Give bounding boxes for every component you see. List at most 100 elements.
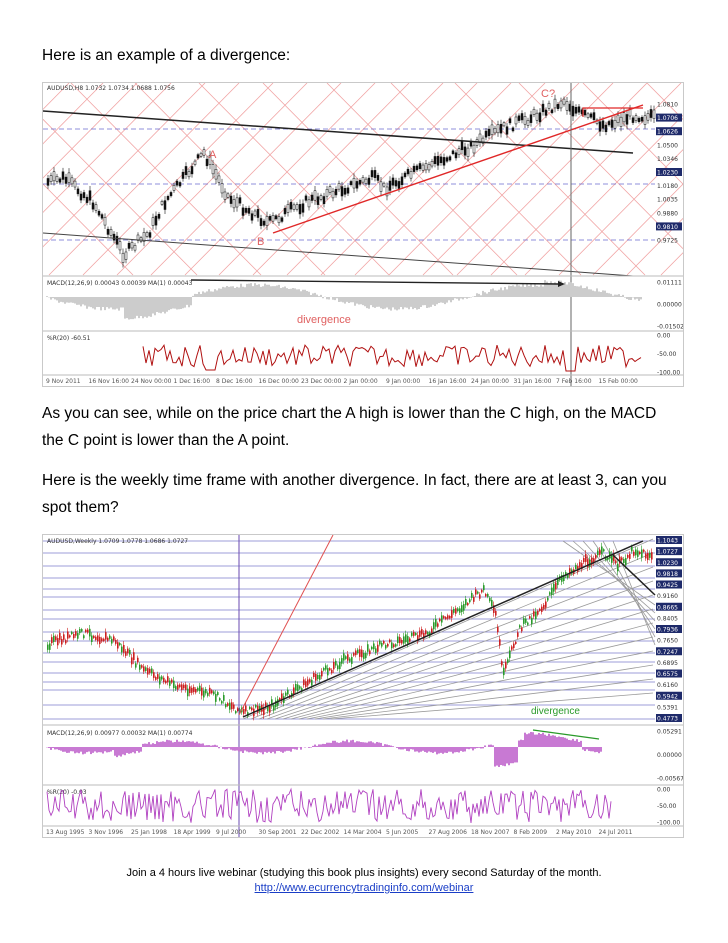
price-label: 1.0626 — [657, 129, 678, 136]
candle — [118, 241, 122, 251]
candle — [625, 114, 629, 125]
candle — [250, 213, 254, 221]
candle — [169, 680, 171, 686]
webinar-link[interactable]: http://www.ecurrencytradinginfo.com/webi… — [254, 882, 474, 894]
candle — [619, 556, 621, 564]
candle — [129, 649, 131, 655]
date-label: 18 Apr 1999 — [174, 829, 211, 836]
candle — [130, 241, 134, 249]
candle — [249, 706, 251, 709]
price-label: 0.8405 — [657, 615, 678, 622]
candle — [121, 252, 125, 263]
candle — [635, 549, 637, 556]
candle — [373, 170, 377, 178]
candle — [443, 616, 445, 619]
price-label: 0.7650 — [657, 638, 678, 645]
candle — [442, 157, 446, 166]
chart-audusd-weekly-svg: AUDUSD,Weekly 1.0709 1.0778 1.0686 1.072… — [43, 535, 683, 837]
candle — [457, 608, 459, 612]
candle — [551, 587, 553, 595]
candle — [265, 216, 269, 226]
candle — [181, 684, 183, 690]
label-a: A — [209, 149, 217, 161]
candle — [517, 115, 521, 121]
candle — [286, 204, 290, 213]
candle — [223, 695, 225, 701]
date-label: 3 Nov 1996 — [89, 829, 124, 836]
gann-line-down — [326, 83, 518, 276]
candle — [405, 634, 407, 643]
candle — [190, 166, 194, 175]
candle — [325, 189, 329, 197]
candle — [631, 546, 633, 552]
candle — [160, 200, 164, 205]
price-label: 0.9810 — [657, 224, 678, 231]
date-label: 16 Nov 16:00 — [89, 378, 130, 385]
gann-line-down — [43, 118, 198, 276]
candle — [553, 583, 555, 592]
candle — [339, 661, 341, 670]
price-label: 0.9880 — [657, 210, 678, 217]
candle — [539, 608, 541, 611]
main-uptrend — [242, 540, 644, 718]
candle — [241, 207, 245, 216]
gann-line — [43, 83, 206, 248]
wpr-line — [46, 787, 612, 824]
price-label: 0.05291 — [657, 729, 682, 736]
fan-line — [242, 538, 654, 720]
candle — [227, 703, 229, 706]
wpr-line — [142, 343, 642, 372]
candle — [349, 658, 351, 662]
candle — [533, 611, 535, 617]
candle — [395, 644, 397, 647]
candle — [103, 638, 105, 642]
candle — [646, 113, 650, 121]
fan-line — [282, 608, 654, 720]
candle — [123, 645, 125, 653]
gann-line — [218, 83, 410, 276]
fan-line — [314, 664, 654, 720]
candle — [313, 190, 317, 201]
candle — [449, 615, 451, 619]
footer-text: Join a 4 hours live webinar (studying th… — [126, 867, 602, 879]
date-label: 9 Jul 2000 — [216, 829, 246, 836]
candle — [525, 618, 527, 623]
gann-line — [43, 83, 104, 145]
price-label: 1.0035 — [657, 197, 678, 204]
candle — [333, 662, 335, 670]
candle — [245, 705, 247, 712]
candle — [199, 685, 201, 692]
candle — [292, 204, 296, 210]
candle — [205, 689, 207, 694]
candle — [473, 597, 475, 602]
fan-line-down — [572, 540, 656, 614]
candle — [417, 635, 419, 642]
candle — [537, 611, 539, 615]
price-label: 0.8665 — [657, 604, 678, 611]
candle — [201, 687, 203, 696]
candle — [365, 653, 367, 659]
candle — [645, 553, 647, 559]
candle — [191, 687, 193, 693]
candle — [309, 679, 311, 683]
candle — [544, 109, 548, 116]
price-label: -50.00 — [657, 351, 677, 358]
candle — [251, 707, 253, 711]
chart1-title: AUDUSD,H8 1.0732 1.0734 1.0688 1.0756 — [47, 85, 175, 92]
candle — [427, 632, 429, 635]
candle — [268, 215, 272, 221]
candle — [507, 659, 509, 663]
candle — [463, 146, 467, 156]
short-downtrend — [612, 554, 656, 596]
candle — [625, 558, 627, 566]
gann-line — [490, 83, 682, 276]
candle — [195, 688, 197, 693]
candle — [71, 631, 73, 635]
candle — [243, 709, 245, 714]
candle — [394, 180, 398, 187]
weekly-paragraph: Here is the weekly time frame with anoth… — [42, 472, 667, 516]
candle — [115, 640, 117, 644]
candle — [561, 575, 563, 582]
candle — [391, 177, 395, 186]
price-label: -50.00 — [657, 803, 677, 810]
